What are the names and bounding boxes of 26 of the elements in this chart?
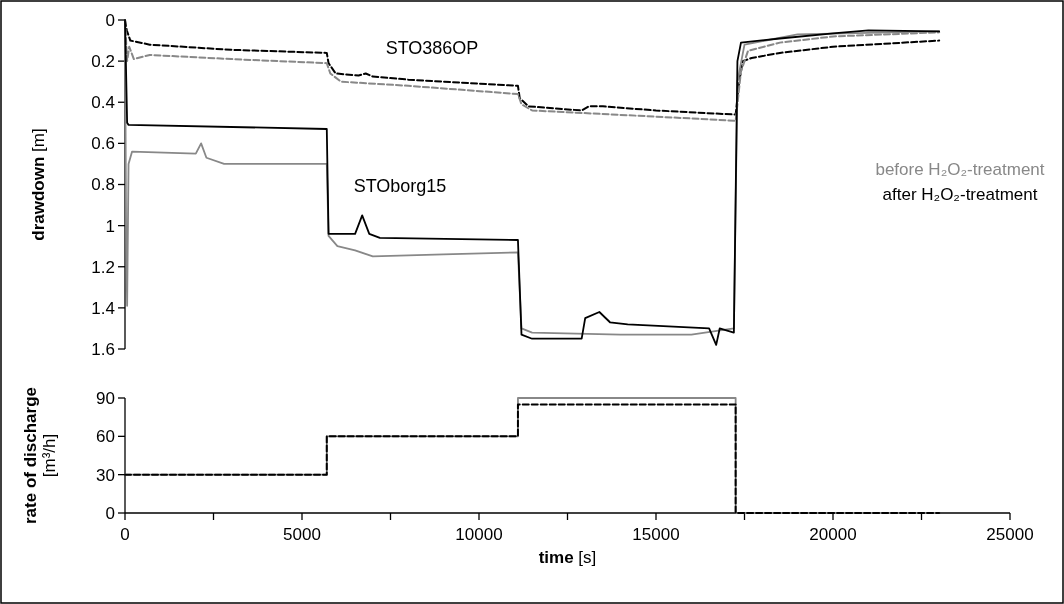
- y-axis-title: rate of discharge [m³/h]: [21, 387, 59, 524]
- x-tick-label: 0: [120, 525, 130, 544]
- x-tick-label: 20000: [809, 525, 857, 544]
- y-axis-title: drawdown [m]: [29, 128, 48, 241]
- annotation: STOborg15: [353, 176, 447, 196]
- y-tick-label: 0: [105, 10, 115, 30]
- annotation: STO386OP: [385, 38, 479, 58]
- y-tick-label: 1: [105, 216, 115, 236]
- y-tick-label: 1.4: [91, 298, 115, 318]
- y-tick-label: 1.6: [91, 339, 115, 359]
- y-tick-label: 0.2: [91, 52, 115, 72]
- y-tick-label: 90: [96, 388, 115, 408]
- y-tick-label: 30: [96, 465, 115, 485]
- y-tick-label: 0: [105, 503, 115, 523]
- y-tick-label: 0.6: [91, 134, 115, 154]
- text: after H₂O₂-treatment: [882, 184, 1038, 204]
- y-tick-label: 0.4: [91, 93, 115, 113]
- text: before H₂O₂-treatment: [875, 159, 1045, 179]
- x-tick-label: 25000: [986, 525, 1034, 544]
- y-tick-label: 60: [96, 427, 115, 447]
- y-tick-label: 1.2: [91, 257, 115, 277]
- x-tick-label: 15000: [632, 525, 680, 544]
- x-axis-title: time [s]: [538, 548, 597, 567]
- x-tick-label: 5000: [283, 525, 321, 544]
- y-tick-label: 0.8: [91, 175, 115, 195]
- x-tick-label: 10000: [455, 525, 503, 544]
